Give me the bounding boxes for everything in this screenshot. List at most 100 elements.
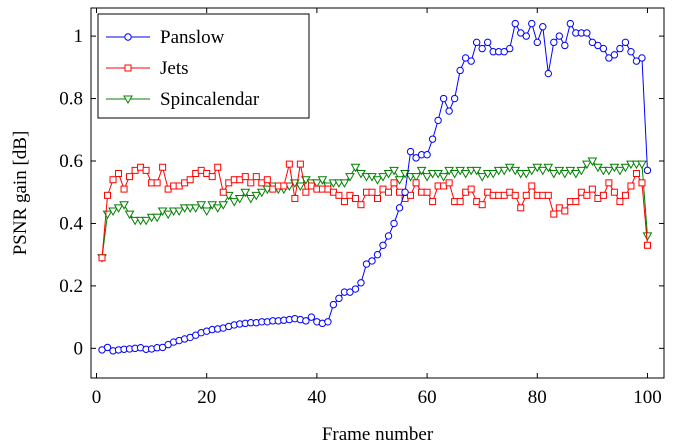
data-point-panslow — [588, 38, 597, 47]
data-point-panslow — [456, 66, 464, 75]
data-point-jets — [120, 185, 128, 193]
x-tick-label: 60 — [418, 387, 437, 408]
data-point-panslow — [643, 166, 652, 175]
x-tick-label: 80 — [528, 387, 547, 408]
data-point-spincalendar — [108, 207, 118, 216]
data-point-spincalendar — [383, 169, 394, 179]
data-point-spincalendar — [196, 201, 207, 210]
legend-marker-spincalendar — [123, 95, 133, 105]
data-point-panslow — [450, 94, 459, 103]
data-point-panslow — [566, 19, 575, 28]
data-point-spincalendar — [350, 163, 361, 173]
data-point-panslow — [605, 54, 613, 62]
data-point-jets — [605, 179, 613, 187]
data-point-panslow — [472, 38, 481, 47]
data-point-jets — [302, 188, 310, 196]
data-point-spincalendar — [488, 169, 499, 179]
data-point-jets — [208, 173, 216, 181]
data-point-jets — [467, 185, 475, 193]
data-point-spincalendar — [537, 166, 548, 176]
data-point-panslow — [483, 38, 492, 47]
data-point-spincalendar — [422, 173, 432, 182]
x-tick-label: 100 — [633, 387, 662, 408]
data-point-jets — [583, 191, 591, 199]
y-tick-label: 0.2 — [59, 276, 83, 297]
data-point-jets — [219, 188, 227, 196]
data-point-jets — [407, 191, 415, 199]
data-point-jets — [142, 166, 150, 174]
data-point-spincalendar — [642, 232, 653, 241]
x-axis-title: Frame number — [322, 424, 434, 445]
data-point-jets — [335, 191, 343, 199]
data-point-spincalendar — [637, 160, 647, 170]
data-point-spincalendar — [582, 160, 592, 170]
data-point-panslow — [384, 232, 393, 240]
x-tick-label: 20 — [197, 387, 216, 408]
data-point-panslow — [550, 38, 558, 47]
data-point-panslow — [478, 44, 486, 53]
data-point-panslow — [423, 151, 431, 159]
data-point-jets — [115, 169, 123, 177]
y-tick-label: 1 — [74, 26, 84, 47]
data-point-jets — [517, 204, 525, 212]
data-point-spincalendar — [295, 182, 306, 191]
legend-item-panslow: Panslow — [106, 27, 225, 48]
data-point-jets — [528, 182, 536, 190]
data-point-panslow — [351, 285, 360, 293]
data-point-spincalendar — [102, 210, 113, 220]
y-tick-label: 0.6 — [59, 151, 83, 172]
data-point-spincalendar — [604, 166, 614, 176]
data-point-jets — [385, 188, 393, 196]
data-point-panslow — [599, 44, 608, 53]
data-point-panslow — [511, 19, 519, 28]
data-point-panslow — [412, 154, 420, 162]
data-point-spincalendar — [124, 210, 135, 220]
data-point-spincalendar — [345, 173, 355, 182]
data-point-jets — [511, 191, 519, 199]
data-point-panslow — [434, 116, 442, 125]
data-point-spincalendar — [339, 179, 350, 188]
data-point-panslow — [555, 32, 564, 40]
data-point-jets — [572, 198, 580, 206]
data-point-spincalendar — [212, 204, 223, 213]
data-point-jets — [610, 188, 618, 196]
data-point-spincalendar — [141, 216, 151, 226]
legend-label-panslow: Panslow — [160, 27, 225, 48]
data-point-panslow — [517, 29, 525, 37]
data-point-spincalendar — [251, 191, 262, 201]
data-point-panslow — [583, 29, 591, 37]
data-point-jets — [456, 198, 464, 206]
data-point-panslow — [627, 48, 635, 56]
data-point-jets — [374, 194, 381, 202]
series-spincalendar — [97, 157, 653, 263]
data-point-panslow — [373, 250, 382, 259]
data-point-panslow — [390, 219, 398, 228]
data-point-jets — [423, 188, 431, 196]
data-point-panslow — [395, 204, 404, 212]
data-point-spincalendar — [245, 194, 256, 204]
data-point-jets — [247, 179, 255, 187]
data-point-spincalendar — [570, 169, 581, 179]
data-point-panslow — [445, 107, 453, 115]
data-point-spincalendar — [174, 207, 185, 216]
data-point-spincalendar — [312, 179, 322, 188]
data-point-spincalendar — [190, 204, 201, 213]
data-point-spincalendar — [394, 176, 405, 185]
data-point-jets — [616, 198, 624, 206]
data-point-panslow — [439, 94, 448, 103]
legend-label-jets: Jets — [160, 58, 189, 79]
data-point-spincalendar — [389, 166, 399, 176]
data-point-panslow — [522, 32, 530, 40]
data-point-panslow — [539, 23, 547, 31]
data-point-panslow — [506, 44, 514, 53]
data-point-jets — [561, 207, 569, 215]
data-point-spincalendar — [411, 173, 421, 182]
data-point-spincalendar — [256, 188, 267, 198]
data-point-spincalendar — [223, 191, 234, 201]
data-point-spincalendar — [477, 173, 488, 182]
data-point-panslow — [346, 288, 354, 296]
data-point-spincalendar — [113, 204, 124, 213]
data-point-spincalendar — [460, 169, 471, 179]
data-point-panslow — [632, 57, 641, 65]
